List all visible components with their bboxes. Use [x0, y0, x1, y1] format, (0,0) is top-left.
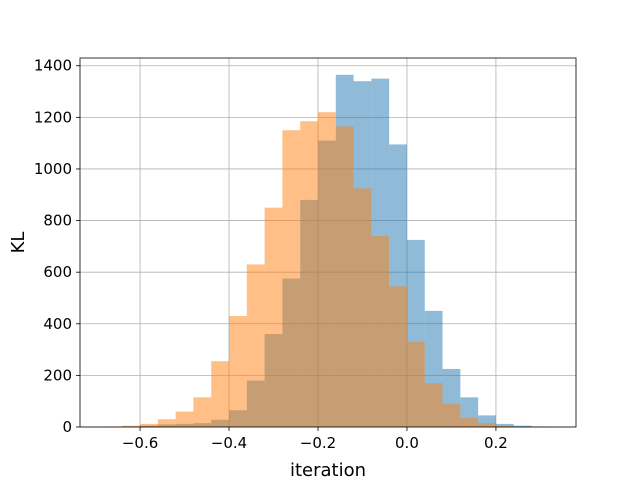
histogram-bar	[140, 423, 158, 427]
plot-frame	[79, 57, 577, 428]
y-tick-label: 400	[43, 315, 72, 333]
histogram-bar	[513, 425, 532, 427]
histogram-bar	[389, 286, 407, 427]
histogram-bar	[193, 397, 212, 427]
histogram-bar	[495, 423, 514, 427]
y-tick-label: 0	[62, 418, 72, 436]
histogram-bar	[424, 383, 443, 427]
histogram-bar	[246, 264, 265, 427]
histogram-bar	[495, 425, 514, 427]
series-1-bars	[104, 112, 514, 428]
y-tick-label: 600	[43, 263, 72, 281]
histogram-bar	[175, 411, 194, 427]
histogram-bar	[264, 207, 283, 427]
histogram-bar	[157, 419, 176, 427]
histogram-bar	[478, 415, 496, 427]
histogram-bar	[353, 188, 372, 427]
histogram-bar	[371, 236, 390, 427]
y-tick-label: 1000	[34, 160, 72, 178]
y-tick-label: 1200	[34, 108, 72, 126]
histogram-bar	[335, 126, 354, 428]
y-tick-label: 800	[43, 212, 72, 230]
x-tick-label: −0.6	[122, 434, 158, 452]
histogram-bar	[460, 417, 479, 427]
histogram-bar	[317, 112, 336, 427]
histogram-bar	[122, 425, 141, 427]
histogram-bars	[104, 74, 550, 428]
y-tick-label: 200	[43, 366, 72, 384]
y-tick-label: 1400	[34, 57, 72, 75]
histogram-bar	[282, 130, 301, 427]
x-tick-label: 0.2	[484, 434, 508, 452]
y-axis-label: KL	[8, 232, 29, 254]
x-tick-label: −0.4	[211, 434, 247, 452]
histogram-bar	[478, 423, 496, 427]
x-tick-label: 0.0	[395, 434, 419, 452]
histogram-bar	[406, 341, 425, 427]
histogram-bar	[229, 316, 247, 427]
axis-ticks: −0.6 −0.4 −0.2 0.0 0.2 0 200 400 600 800 1000 1200 1…	[34, 57, 508, 452]
x-tick-label: −0.2	[300, 434, 336, 452]
histogram-bar	[442, 403, 461, 427]
histogram-bar	[300, 121, 318, 428]
histogram-bar	[211, 361, 230, 427]
x-axis-label: iteration	[290, 460, 366, 480]
